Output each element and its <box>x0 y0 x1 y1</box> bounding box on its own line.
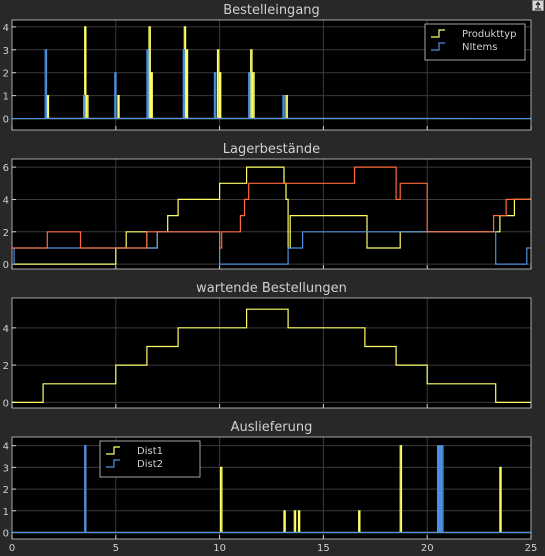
legend: Dist1 Dist2 <box>99 440 201 478</box>
x-tick-label: 25 <box>525 543 538 554</box>
series-line-Dist2 <box>11 445 532 534</box>
y-tick-label: 0 <box>3 260 9 271</box>
y-tick-label: 3 <box>3 463 9 474</box>
legend-label: Produkttyp <box>462 29 516 40</box>
series-line-orange <box>12 166 531 249</box>
x-tick-label: 20 <box>421 543 434 554</box>
legend-swatch <box>106 446 120 455</box>
chart-title: wartende Bestellungen <box>196 281 347 296</box>
y-tick-label: 1 <box>3 92 9 103</box>
chart-panel-4: Auslieferung 0 1 2 3 4 0 5 10 15 20 25 Dist1 Dist2 <box>3 420 538 554</box>
series-line-yellow <box>12 308 531 403</box>
y-tick-label: 4 <box>3 324 9 335</box>
y-tick-label: 4 <box>3 23 9 34</box>
x-tick-label: 10 <box>213 543 226 554</box>
x-tick-label: 0 <box>9 543 15 554</box>
y-tick-label: 3 <box>3 46 9 57</box>
plot-area <box>12 437 531 539</box>
undock-arrow-icon[interactable] <box>532 0 544 11</box>
chart-title: Lagerbestände <box>223 142 320 157</box>
axes-frame <box>11 297 532 409</box>
legend-swatch <box>431 42 445 51</box>
y-tick-label: 4 <box>3 442 9 453</box>
plot-area <box>12 298 531 408</box>
legend-label: Dist1 <box>137 446 163 457</box>
plot-area <box>12 159 531 269</box>
y-tick-label: 0 <box>3 528 9 539</box>
x-tick-label: 5 <box>113 543 119 554</box>
y-tick-label: 2 <box>3 228 9 239</box>
y-tick-label: 2 <box>3 361 9 372</box>
chart-title: Auslieferung <box>231 420 313 435</box>
y-tick-label: 4 <box>3 195 9 206</box>
series-line-NItems <box>11 49 532 120</box>
axes-frame <box>11 19 532 131</box>
axes-frame <box>11 158 532 270</box>
legend-swatch <box>106 459 120 468</box>
y-tick-label: 2 <box>3 69 9 80</box>
legend: Produkttyp NItems <box>424 23 526 61</box>
chart-panel-2: Lagerbestände 0 2 4 6 <box>3 142 532 271</box>
chart-title: Bestelleingang <box>223 3 320 18</box>
legend-label: Dist2 <box>137 459 163 470</box>
y-tick-label: 0 <box>3 115 9 126</box>
y-tick-label: 1 <box>3 507 9 518</box>
y-tick-label: 6 <box>3 163 9 174</box>
x-tick-label: 15 <box>317 543 330 554</box>
y-tick-label: 0 <box>3 398 9 409</box>
axes-frame <box>11 436 532 540</box>
chart-panel-3: wartende Bestellungen 0 2 4 <box>3 281 532 409</box>
chart-panel-1: Bestelleingang 0 1 2 3 4 Produkttyp NItems <box>3 3 532 131</box>
y-tick-label: 2 <box>3 485 9 496</box>
legend-swatch <box>431 29 445 38</box>
legend-label: NItems <box>462 42 497 53</box>
